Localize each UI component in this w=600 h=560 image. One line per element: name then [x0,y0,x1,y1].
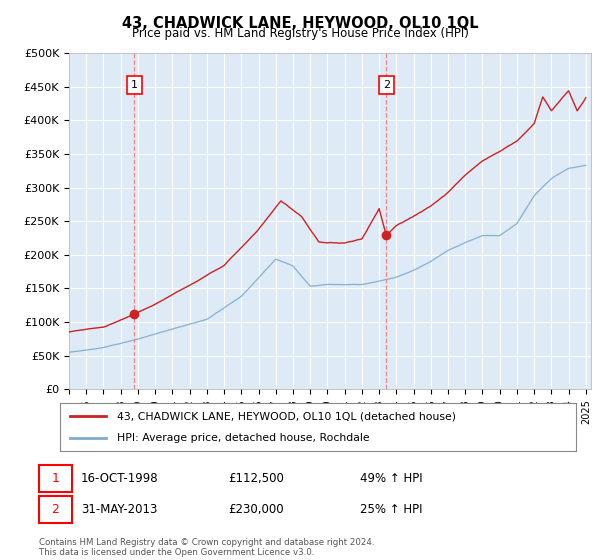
Text: 2: 2 [52,503,59,516]
Text: 1: 1 [131,80,138,90]
Text: 1: 1 [52,472,59,486]
Text: 49% ↑ HPI: 49% ↑ HPI [360,472,422,486]
Text: 25% ↑ HPI: 25% ↑ HPI [360,503,422,516]
Text: £112,500: £112,500 [228,472,284,486]
Text: 31-MAY-2013: 31-MAY-2013 [81,503,157,516]
Text: 2: 2 [383,80,390,90]
Text: HPI: Average price, detached house, Rochdale: HPI: Average price, detached house, Roch… [117,433,370,443]
Text: 16-OCT-1998: 16-OCT-1998 [81,472,158,486]
Text: Contains HM Land Registry data © Crown copyright and database right 2024.
This d: Contains HM Land Registry data © Crown c… [39,538,374,557]
Text: 43, CHADWICK LANE, HEYWOOD, OL10 1QL (detached house): 43, CHADWICK LANE, HEYWOOD, OL10 1QL (de… [117,411,456,421]
Text: 43, CHADWICK LANE, HEYWOOD, OL10 1QL: 43, CHADWICK LANE, HEYWOOD, OL10 1QL [122,16,478,31]
Text: Price paid vs. HM Land Registry's House Price Index (HPI): Price paid vs. HM Land Registry's House … [131,27,469,40]
Text: £230,000: £230,000 [228,503,284,516]
